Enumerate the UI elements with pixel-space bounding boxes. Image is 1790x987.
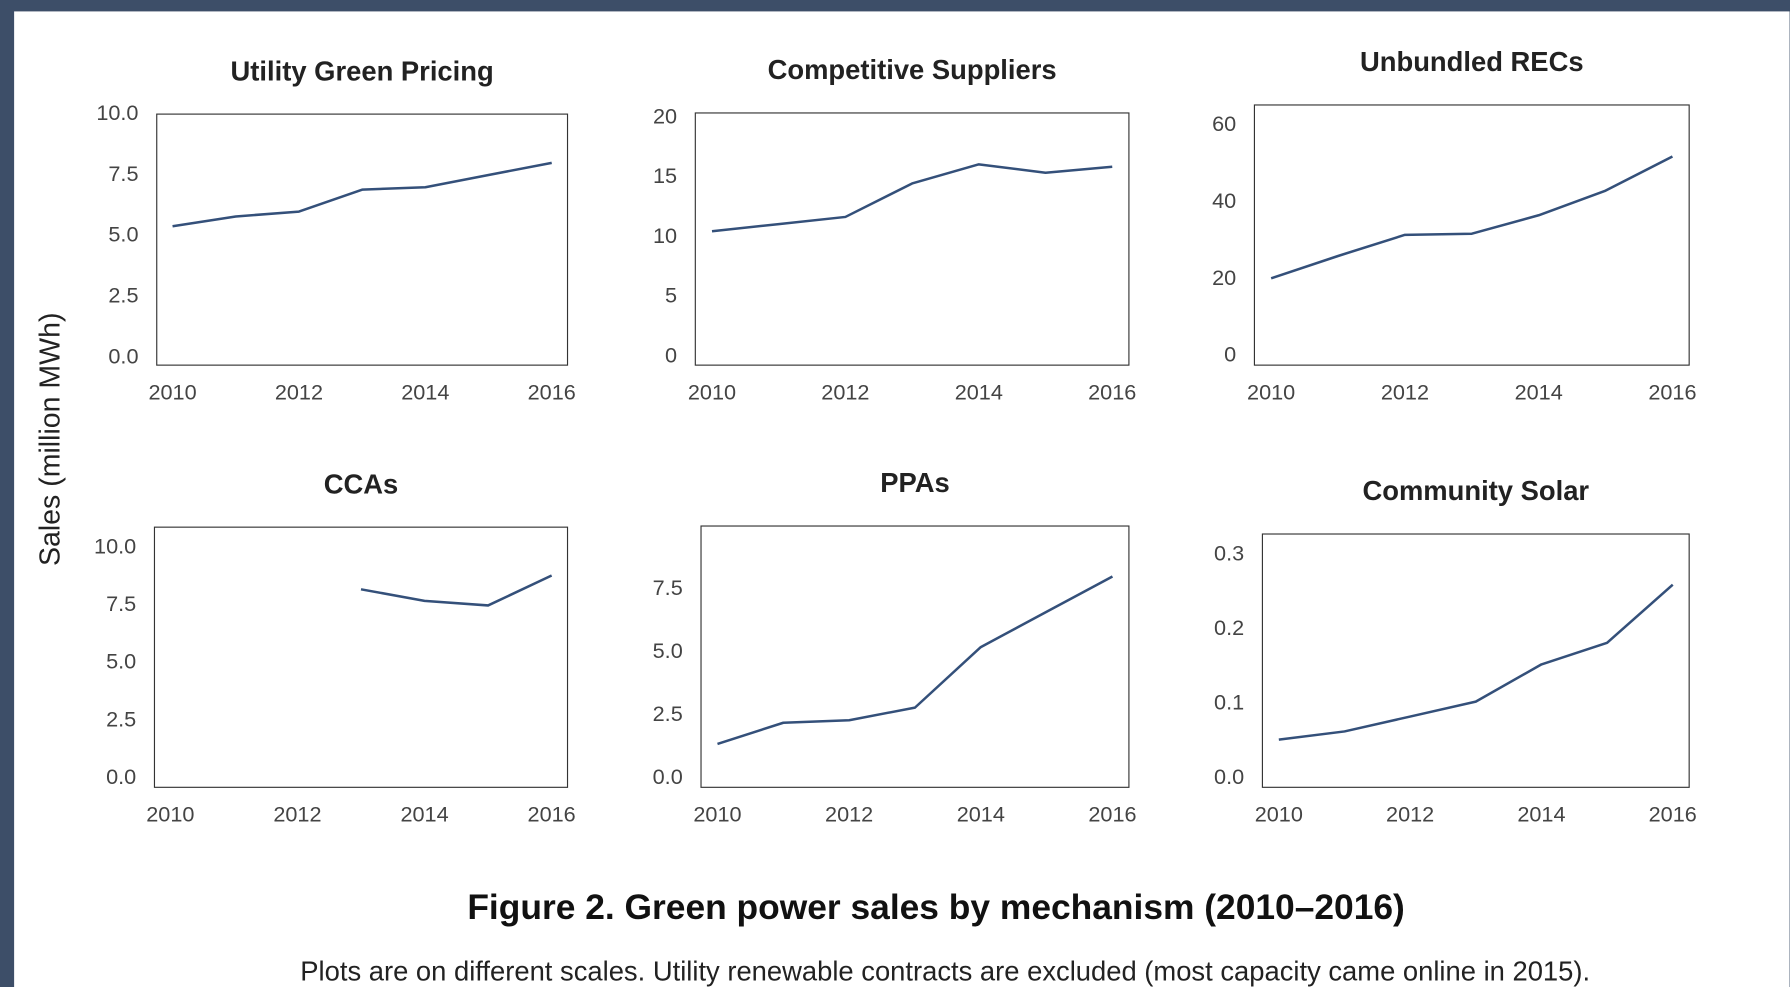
x-tick-label: 2010 xyxy=(693,802,741,827)
plot-frame xyxy=(694,112,1130,366)
y-tick-label: 0.0 xyxy=(108,344,138,369)
note: Plots are on different scales. Utility r… xyxy=(300,956,1590,987)
x-tick-label: 2010 xyxy=(688,379,736,404)
line xyxy=(172,161,552,228)
y-tick-label: 10 xyxy=(653,223,677,248)
y-tick-label: 2.5 xyxy=(108,283,138,308)
y-tick-label: 0.2 xyxy=(1214,615,1244,640)
y-tick-label: 0 xyxy=(665,342,677,367)
x-tick-label: 2012 xyxy=(273,802,321,827)
x-tick-label: 2014 xyxy=(400,802,448,827)
line xyxy=(711,163,1113,233)
x-tick-label: 2014 xyxy=(1517,802,1565,827)
x-tick-label: 2012 xyxy=(821,379,869,404)
y-tick-label: 0.1 xyxy=(1214,690,1244,715)
x-tick-label: 2016 xyxy=(1648,379,1696,404)
y-tick-label: 0 xyxy=(1224,342,1236,367)
x-tick-label: 2014 xyxy=(1515,379,1563,404)
y-tick-label: 5 xyxy=(665,283,677,308)
subplot-title: Competitive Suppliers xyxy=(768,54,1057,85)
line xyxy=(1278,583,1674,741)
y-tick-label: 2.5 xyxy=(653,701,683,726)
subplot-title: Utility Green Pricing xyxy=(231,55,494,86)
line xyxy=(1270,155,1674,280)
y-tick-label: 20 xyxy=(1212,265,1236,290)
y-tick-label: 7.5 xyxy=(108,161,138,186)
x-tick-label: 2012 xyxy=(1381,379,1429,404)
y-tick-label: 0.3 xyxy=(1214,541,1244,566)
y-tick-label: 5.0 xyxy=(108,222,138,247)
plot-frame xyxy=(700,525,1130,788)
y-tick-label: 7.5 xyxy=(653,575,683,600)
line xyxy=(360,574,553,607)
caption: Figure 2. Green power sales by mechanism… xyxy=(467,888,1404,927)
x-tick-label: 2010 xyxy=(1247,379,1295,404)
x-tick-label: 2014 xyxy=(955,379,1003,404)
plot-frame xyxy=(156,113,569,366)
plot-frame xyxy=(1261,533,1690,788)
y-axis-label: Sales (million MWh) xyxy=(34,313,66,567)
x-tick-label: 2014 xyxy=(957,802,1005,827)
subplot-title: Unbundled RECs xyxy=(1360,46,1584,77)
x-tick-label: 2012 xyxy=(1386,802,1434,827)
y-tick-label: 0.0 xyxy=(1214,764,1244,789)
x-tick-label: 2010 xyxy=(1255,802,1303,827)
x-tick-label: 2010 xyxy=(148,379,196,404)
y-tick-label: 20 xyxy=(653,103,677,128)
x-tick-label: 2010 xyxy=(146,802,194,827)
x-tick-label: 2016 xyxy=(1088,379,1136,404)
panel-background xyxy=(14,11,1790,987)
subplot-title: PPAs xyxy=(880,467,949,498)
x-tick-label: 2016 xyxy=(1088,802,1136,827)
y-tick-label: 5.0 xyxy=(106,649,136,674)
y-tick-label: 7.5 xyxy=(106,591,136,616)
x-tick-label: 2014 xyxy=(401,379,449,404)
y-tick-label: 40 xyxy=(1212,188,1236,213)
plot-frame xyxy=(153,526,569,788)
y-tick-label: 0.0 xyxy=(653,764,683,789)
y-tick-label: 60 xyxy=(1212,111,1236,136)
x-tick-label: 2016 xyxy=(528,802,576,827)
y-tick-label: 10.0 xyxy=(94,534,136,559)
subplot-title: CCAs xyxy=(324,468,399,499)
x-tick-label: 2012 xyxy=(275,379,323,404)
line xyxy=(717,575,1114,746)
x-tick-label: 2012 xyxy=(825,802,873,827)
x-tick-label: 2016 xyxy=(528,379,576,404)
y-tick-label: 15 xyxy=(653,163,677,188)
plot-frame xyxy=(1253,104,1690,366)
x-tick-label: 2016 xyxy=(1649,802,1697,827)
subplot-title: Community Solar xyxy=(1362,475,1589,506)
y-tick-label: 10.0 xyxy=(96,100,138,125)
y-tick-label: 0.0 xyxy=(106,764,136,789)
y-tick-label: 5.0 xyxy=(653,638,683,663)
y-tick-label: 2.5 xyxy=(106,706,136,731)
